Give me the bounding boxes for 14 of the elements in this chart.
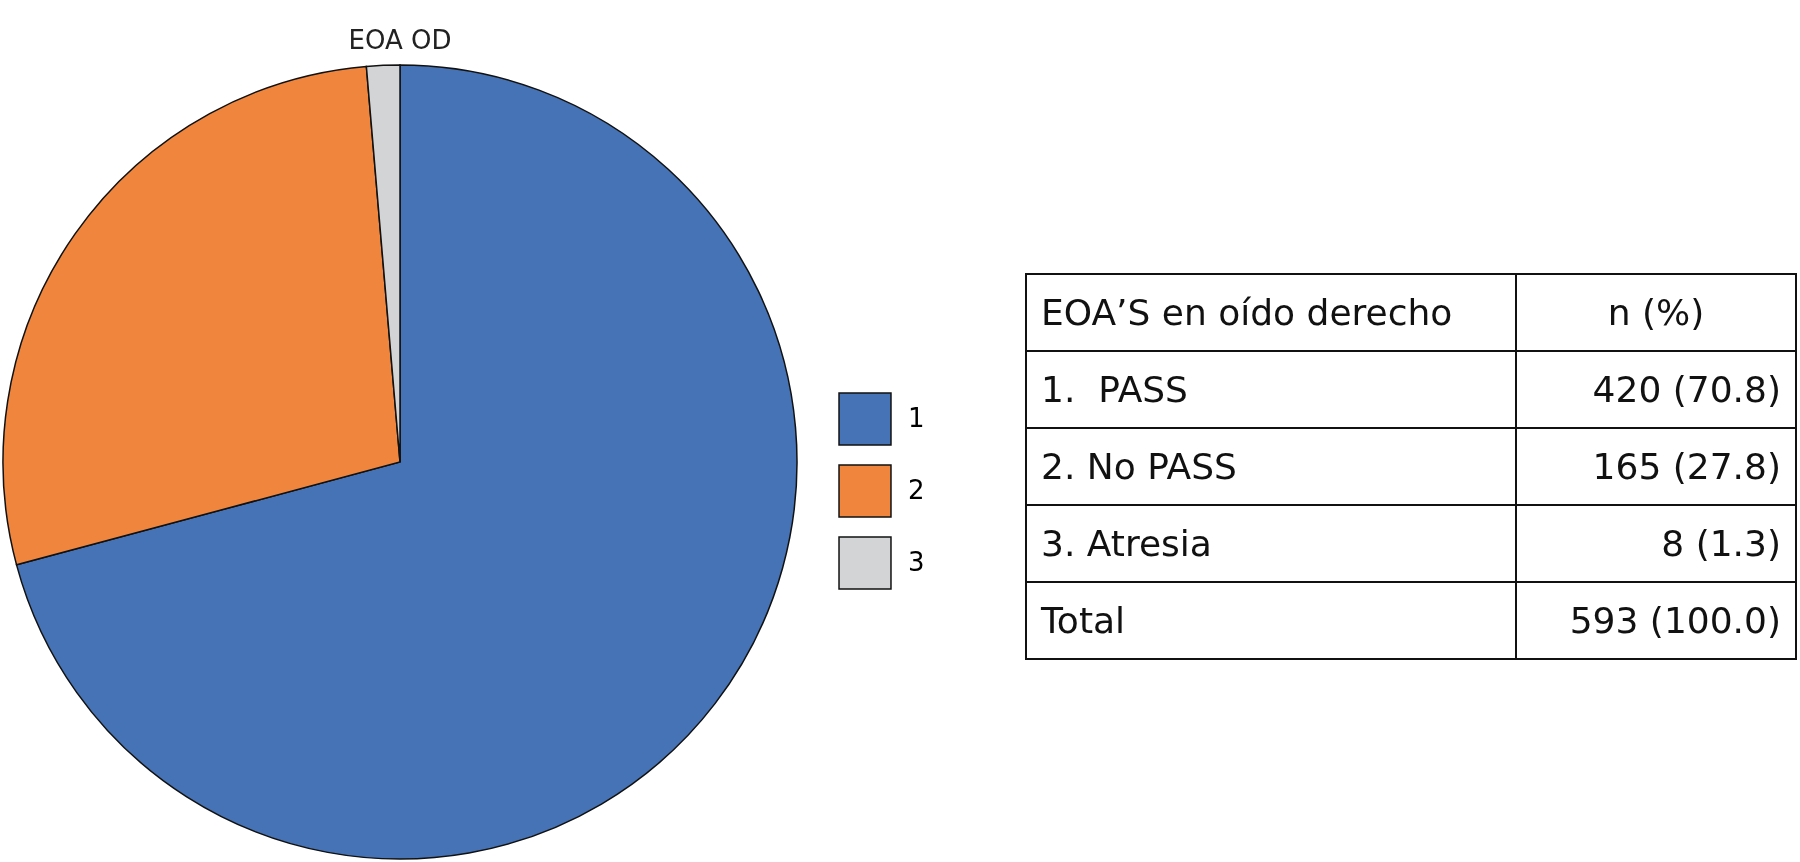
legend-label: 2 (908, 475, 925, 505)
text: 593 (100.0) (1516, 582, 1796, 659)
text: 3. Atresia (1026, 505, 1516, 582)
text: EOA’S en oído derecho (1026, 274, 1516, 351)
legend-label: 3 (908, 547, 925, 577)
text: 8 (1.3) (1516, 505, 1796, 582)
chart-title: EOA OD (348, 25, 452, 55)
text: n (%) (1516, 274, 1796, 351)
legend-label: 1 (908, 403, 925, 433)
text: 165 (27.8) (1516, 428, 1796, 505)
text: Total (1026, 582, 1516, 659)
text: 2. No PASS (1026, 428, 1516, 505)
text: 1. PASS (1026, 351, 1516, 428)
text: 420 (70.8) (1516, 351, 1796, 428)
